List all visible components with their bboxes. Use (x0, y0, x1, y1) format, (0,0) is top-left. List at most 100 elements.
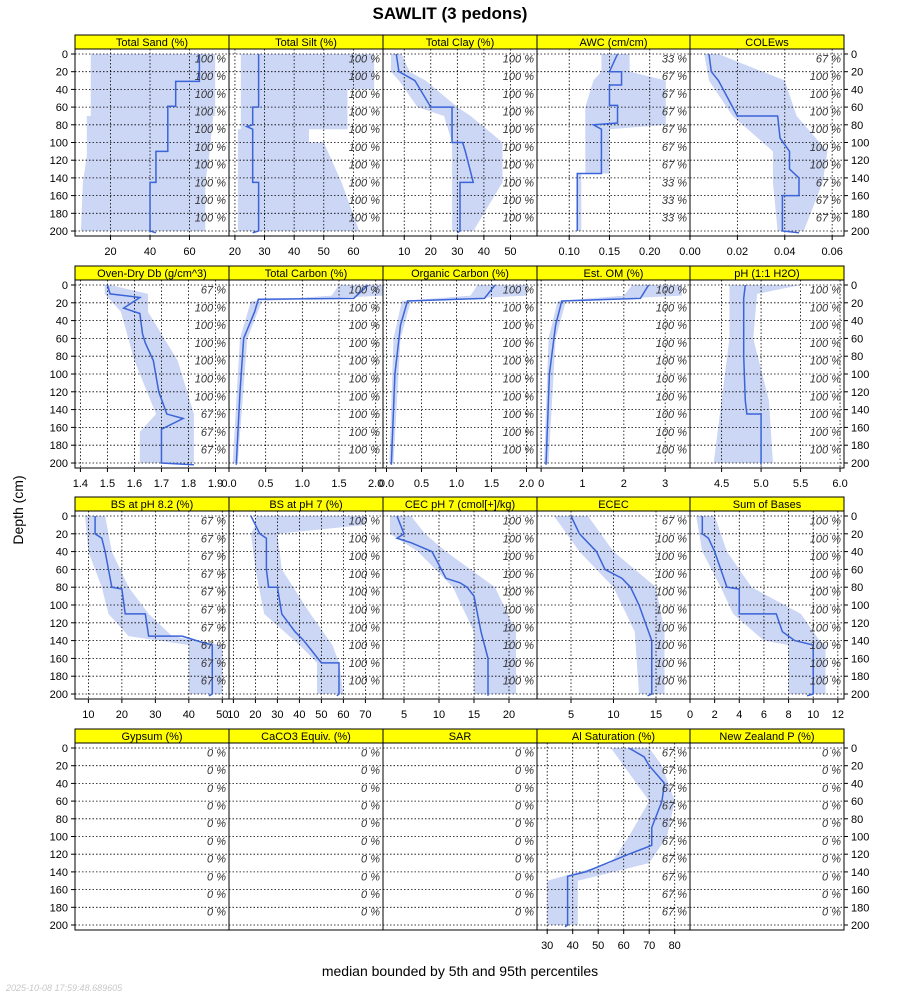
y-tick-label: 160 (50, 191, 68, 203)
panel-6: Total Carbon (%)100 %100 %100 %100 %100 … (221, 265, 384, 490)
x-tick-label: 4.5 (714, 478, 729, 490)
median-line (742, 284, 762, 465)
x-tick-label: 0.5 (258, 478, 273, 490)
pct-label: 67 % (662, 747, 687, 759)
pct-label: 0 % (361, 765, 380, 777)
pct-label: 67 % (201, 622, 226, 634)
y-tick-label: 40 (851, 547, 863, 559)
pct-label: 67 % (816, 177, 841, 189)
y-tick-label: 180 (50, 440, 68, 452)
y-tick-label: 60 (851, 564, 863, 576)
x-tick-label: 10 (433, 709, 445, 721)
pct-label: 100 % (349, 338, 380, 350)
grid-lines (75, 280, 229, 468)
x-tick-label: 4 (736, 709, 742, 721)
pct-label: 100 % (810, 587, 841, 599)
y-tick-label: 60 (851, 102, 863, 114)
x-tick-label: 2 (712, 709, 718, 721)
panel-8: Est. OM (%) 100 % 100 % 100 % 100 % 100 % 100 … (536, 265, 691, 490)
pct-label: 0 % (822, 818, 841, 830)
x-tick-label: 2.0 (519, 478, 534, 490)
pct-label: 100 % (656, 604, 687, 616)
pct-label: 0 % (361, 889, 380, 901)
percentile-band (390, 516, 516, 694)
pct-label: 100 % (656, 569, 687, 581)
grid-lines (229, 747, 383, 926)
pct-label: 0 % (207, 783, 226, 795)
x-tick-label: 0.5 (414, 478, 429, 490)
pct-label: 0 % (207, 907, 226, 919)
y-tick-label: 160 (851, 653, 869, 665)
y-tick-label: 120 (50, 387, 68, 399)
pct-label: 100 % (656, 587, 687, 599)
pct-label: 100 % (503, 142, 534, 154)
y-tick-label: 80 (56, 582, 68, 594)
x-tick-label: 30 (451, 246, 463, 258)
pct-label: 100 % (195, 338, 226, 350)
x-tick-label: 0.00 (679, 246, 700, 258)
pct-label: 67 % (201, 284, 226, 296)
y-tick-label: 160 (50, 653, 68, 665)
pct-label: 100 % (656, 640, 687, 652)
pct-label: 100 % (503, 213, 534, 225)
pct-label: 67 % (662, 854, 687, 866)
x-tick-label: 30 (541, 940, 553, 952)
pct-label: 100 % (503, 338, 534, 350)
pct-label: 100 % (349, 533, 380, 545)
pct-label: 0 % (515, 783, 534, 795)
percentile-band (251, 516, 366, 694)
pct-label: 67 % (201, 676, 226, 688)
x-tick-label: 0.0 (221, 478, 236, 490)
pct-label: 0 % (822, 783, 841, 795)
pct-label: 100 % (349, 676, 380, 688)
x-tick-label: 40 (183, 709, 195, 721)
pct-label: 100 % (503, 445, 534, 457)
x-tick-label: 40 (293, 709, 305, 721)
pct-label: 0 % (361, 783, 380, 795)
pct-label: 100 % (503, 320, 534, 332)
x-tick-label: 60 (347, 246, 359, 258)
y-tick-label: 60 (56, 333, 68, 345)
pct-label: 100 % (503, 587, 534, 599)
y-tick-label: 140 (50, 405, 68, 417)
pct-label: 67 % (662, 160, 687, 172)
pct-label: 100 % (195, 107, 226, 119)
panel-title: AWC (cm/cm) (579, 37, 647, 49)
y-tick-label: 20 (56, 298, 68, 310)
y-tick-label: 200 (50, 920, 68, 932)
pct-label: 0 % (822, 871, 841, 883)
x-tick-label: 0 (538, 478, 544, 490)
y-tick-label: 180 (50, 902, 68, 914)
median-line (701, 516, 814, 697)
y-tick-label: 200 (50, 226, 68, 238)
y-tick-label: 180 (50, 208, 68, 220)
grid-lines (229, 511, 383, 699)
y-tick-label: 180 (851, 902, 869, 914)
x-tick-label: 1.0 (295, 478, 310, 490)
y-tick-label: 200 (851, 226, 869, 238)
x-tick-label: 1.6 (127, 478, 142, 490)
pct-label: 100 % (349, 551, 380, 563)
y-tick-label: 120 (50, 155, 68, 167)
panel-title: BS at pH 8.2 (%) (111, 499, 194, 511)
pct-label: 67 % (662, 836, 687, 848)
y-tick-label: 100 (851, 138, 869, 150)
pct-label: 0 % (822, 801, 841, 813)
x-tick-label: 10 (227, 709, 239, 721)
panel-title: BS at pH 7 (%) (269, 499, 342, 511)
y-tick-label: 40 (56, 547, 68, 559)
pct-label: 100 % (656, 427, 687, 439)
grid-lines (537, 49, 690, 236)
x-tick-label: 15 (650, 709, 662, 721)
y-tick-label: 60 (56, 564, 68, 576)
panel-title: Oven-Dry Db (g/cm^3) (97, 268, 207, 280)
pct-label: 0 % (822, 854, 841, 866)
y-tick-label: 160 (851, 885, 869, 897)
pct-label: 67 % (201, 533, 226, 545)
pct-label: 100 % (195, 53, 226, 65)
x-tick-label: 20 (104, 246, 116, 258)
y-tick-label: 100 (851, 832, 869, 844)
median-line (390, 284, 496, 465)
pct-label: 100 % (503, 302, 534, 314)
pct-label: 67 % (201, 587, 226, 599)
